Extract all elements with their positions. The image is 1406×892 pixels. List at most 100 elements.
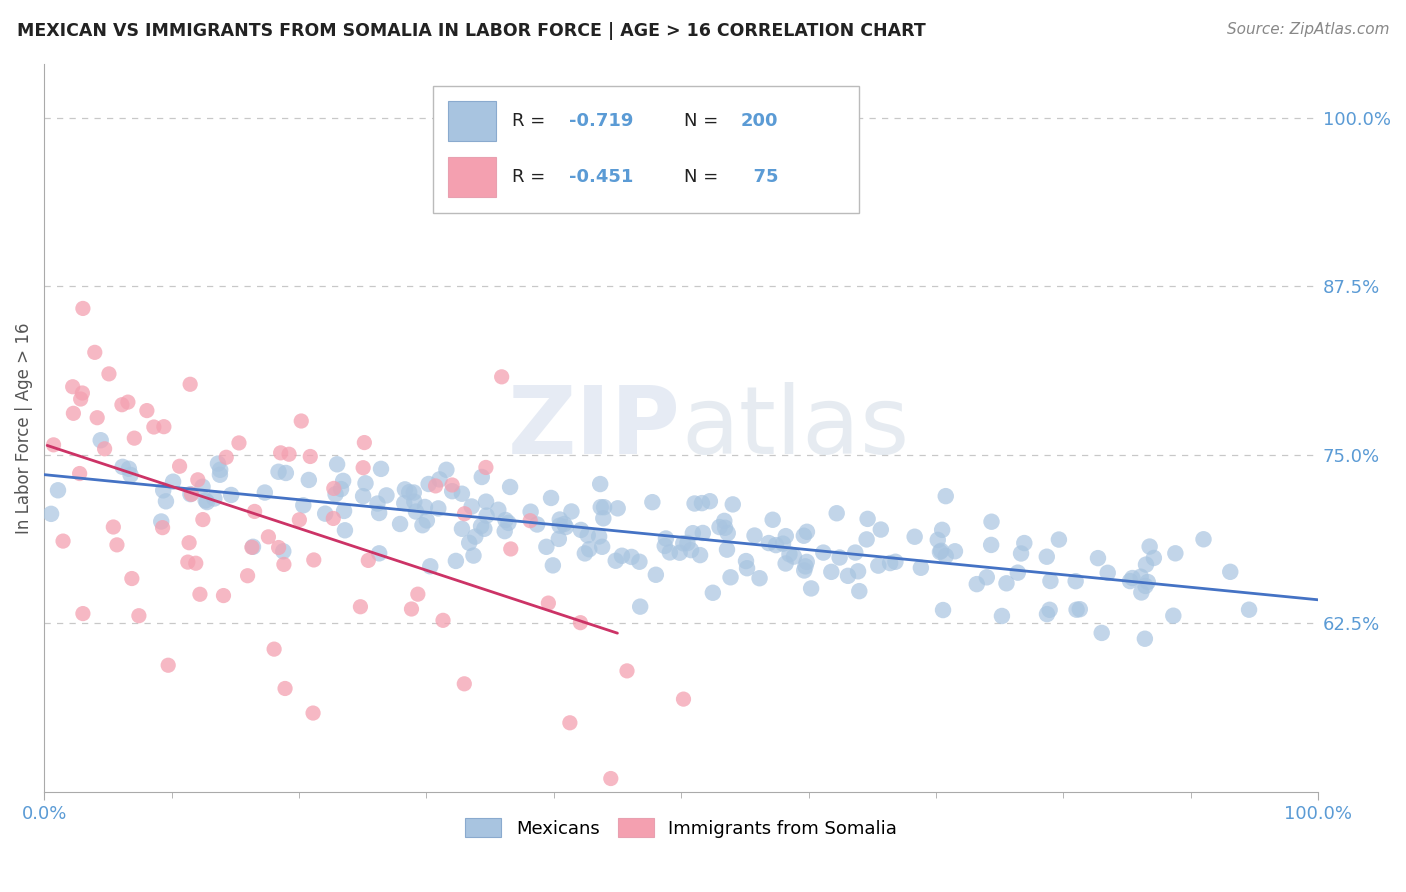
Point: [273, 558, 295, 572]
Point: [475, 460, 498, 475]
Point: [641, 495, 664, 509]
Point: [375, 488, 398, 502]
Point: [1066, 603, 1088, 617]
Point: [425, 479, 447, 493]
Point: [879, 556, 901, 570]
Point: [1091, 626, 1114, 640]
Point: [470, 519, 492, 533]
FancyBboxPatch shape: [433, 86, 859, 213]
Point: [152, 521, 174, 535]
Point: [1135, 579, 1157, 593]
Point: [120, 467, 142, 482]
Point: [796, 555, 818, 569]
Point: [793, 564, 815, 578]
Point: [162, 475, 184, 489]
Point: [460, 500, 482, 514]
Point: [475, 494, 498, 508]
Point: [271, 544, 294, 558]
Point: [966, 577, 988, 591]
Point: [444, 554, 467, 568]
Point: [242, 540, 264, 554]
Point: [39, 507, 62, 521]
Text: -0.719: -0.719: [569, 112, 633, 130]
Point: [699, 494, 721, 508]
Point: [628, 599, 651, 614]
Point: [394, 483, 416, 497]
Point: [658, 545, 681, 559]
Point: [690, 496, 713, 510]
Point: [904, 530, 927, 544]
Point: [553, 516, 575, 531]
Point: [208, 467, 231, 482]
Point: [606, 501, 628, 516]
Point: [322, 511, 344, 525]
Point: [352, 489, 374, 503]
Point: [676, 536, 699, 550]
Point: [929, 543, 952, 558]
Point: [354, 476, 377, 491]
Point: [326, 458, 349, 472]
Point: [813, 546, 835, 560]
Point: [290, 414, 312, 428]
Point: [588, 529, 610, 543]
Point: [591, 540, 613, 554]
Point: [153, 419, 176, 434]
Point: [548, 512, 571, 526]
Point: [709, 520, 731, 534]
Point: [1097, 566, 1119, 580]
Point: [655, 532, 678, 546]
Point: [744, 528, 766, 542]
Point: [554, 520, 576, 534]
Point: [118, 462, 141, 476]
Point: [868, 558, 890, 573]
Point: [716, 542, 738, 557]
Point: [302, 706, 325, 720]
Point: [1135, 558, 1157, 572]
Point: [494, 524, 516, 538]
Text: 75: 75: [741, 168, 779, 186]
Text: R =: R =: [512, 112, 551, 130]
Point: [1047, 533, 1070, 547]
Point: [401, 602, 423, 616]
Point: [717, 526, 740, 541]
Point: [398, 485, 420, 500]
Point: [169, 459, 191, 474]
Point: [325, 487, 347, 501]
Point: [498, 516, 520, 530]
Point: [486, 502, 509, 516]
Point: [405, 505, 427, 519]
Point: [1087, 551, 1109, 566]
Point: [593, 500, 616, 515]
Point: [1219, 565, 1241, 579]
Point: [980, 515, 1002, 529]
Point: [86, 410, 108, 425]
Point: [62, 380, 84, 394]
Point: [495, 513, 517, 527]
Point: [394, 496, 416, 510]
Point: [548, 518, 571, 533]
Point: [783, 549, 806, 564]
Point: [644, 567, 666, 582]
Point: [778, 547, 800, 561]
Point: [846, 564, 869, 578]
Point: [150, 515, 173, 529]
Point: [451, 522, 474, 536]
Point: [735, 561, 758, 575]
Point: [1014, 536, 1036, 550]
Point: [368, 546, 391, 560]
Point: [620, 549, 643, 564]
Point: [1237, 603, 1260, 617]
Point: [1039, 574, 1062, 588]
Point: [453, 677, 475, 691]
Point: [472, 522, 495, 536]
Point: [682, 526, 704, 541]
Point: [124, 431, 146, 445]
Point: [995, 576, 1018, 591]
Point: [616, 664, 638, 678]
Point: [748, 571, 770, 585]
Point: [458, 536, 481, 550]
Point: [628, 555, 651, 569]
Point: [349, 599, 371, 614]
Point: [775, 529, 797, 543]
Point: [856, 512, 879, 526]
